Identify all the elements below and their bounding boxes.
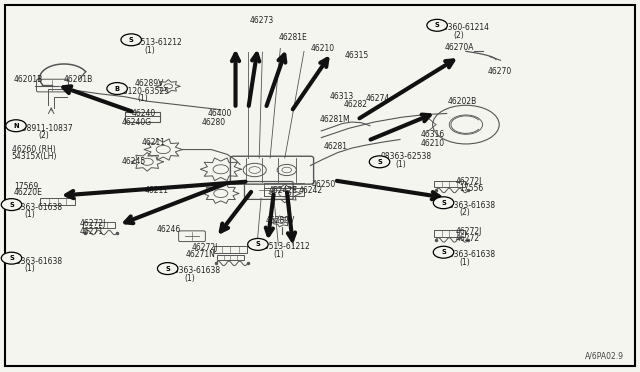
Circle shape xyxy=(107,83,127,94)
Text: 46272J: 46272J xyxy=(80,219,106,228)
Text: (1): (1) xyxy=(24,210,35,219)
Text: N: N xyxy=(13,123,19,129)
Text: 46202B: 46202B xyxy=(448,97,477,106)
Bar xyxy=(214,246,247,253)
Text: 46272J: 46272J xyxy=(456,177,482,186)
Text: 46271N: 46271N xyxy=(186,250,216,259)
Text: A/6PA02.9: A/6PA02.9 xyxy=(585,352,624,361)
Text: 46270A: 46270A xyxy=(445,43,474,52)
Text: 46270: 46270 xyxy=(488,67,512,76)
Text: 46211: 46211 xyxy=(145,186,169,195)
Text: (1): (1) xyxy=(144,46,155,55)
Bar xyxy=(434,181,465,187)
Text: S: S xyxy=(9,202,14,208)
Bar xyxy=(217,255,244,260)
Circle shape xyxy=(248,238,268,250)
Text: 46220E: 46220E xyxy=(14,188,43,197)
Text: (1): (1) xyxy=(24,264,35,273)
Bar xyxy=(83,222,115,228)
Text: 08363-61638: 08363-61638 xyxy=(445,250,496,259)
Circle shape xyxy=(433,246,454,258)
Text: 46260 (RH): 46260 (RH) xyxy=(12,145,55,154)
Text: 46242: 46242 xyxy=(299,186,323,195)
Circle shape xyxy=(1,199,22,211)
Circle shape xyxy=(369,156,390,168)
Text: 46246: 46246 xyxy=(157,225,181,234)
Text: 08363-61638: 08363-61638 xyxy=(12,203,63,212)
Text: 08513-61212: 08513-61212 xyxy=(131,38,182,47)
Text: (1): (1) xyxy=(396,160,406,169)
Text: 46210: 46210 xyxy=(311,44,335,53)
Text: 08363-61638: 08363-61638 xyxy=(445,201,496,210)
Text: 08363-62538: 08363-62538 xyxy=(381,153,432,161)
Text: 54315X(LH): 54315X(LH) xyxy=(12,153,57,161)
Text: 17556: 17556 xyxy=(460,184,484,193)
Text: 46272J: 46272J xyxy=(456,227,482,236)
Bar xyxy=(125,112,160,122)
Text: 46201B: 46201B xyxy=(64,76,93,84)
Text: (1): (1) xyxy=(138,94,148,103)
Text: 46271: 46271 xyxy=(80,227,104,236)
Text: 46316: 46316 xyxy=(421,130,445,139)
Text: 46273: 46273 xyxy=(250,16,274,25)
Bar xyxy=(264,188,304,196)
Text: 46313: 46313 xyxy=(330,92,354,101)
Circle shape xyxy=(433,197,454,209)
Text: 46210: 46210 xyxy=(421,139,445,148)
Text: S: S xyxy=(435,22,440,28)
Text: (2): (2) xyxy=(453,31,464,40)
Text: S: S xyxy=(441,249,446,255)
Text: 46289V: 46289V xyxy=(266,216,295,225)
Text: 46282: 46282 xyxy=(344,100,367,109)
Text: S: S xyxy=(9,255,14,261)
Text: S: S xyxy=(441,200,446,206)
Circle shape xyxy=(427,19,447,31)
Text: 08363-61638: 08363-61638 xyxy=(12,257,63,266)
Text: 08120-63525: 08120-63525 xyxy=(118,87,170,96)
Text: 46245: 46245 xyxy=(122,157,146,166)
Bar xyxy=(434,230,465,237)
Text: S: S xyxy=(165,266,170,272)
Text: 46272J: 46272J xyxy=(192,243,218,252)
Text: 46280: 46280 xyxy=(202,118,226,126)
Text: S: S xyxy=(255,241,260,247)
Text: S: S xyxy=(129,37,134,43)
Text: 46201B: 46201B xyxy=(14,76,44,84)
Text: 46281: 46281 xyxy=(324,142,348,151)
Text: 46281E: 46281E xyxy=(278,33,307,42)
Text: 46240: 46240 xyxy=(131,109,156,118)
Text: S: S xyxy=(377,159,382,165)
Text: 46315: 46315 xyxy=(344,51,369,60)
Text: 46211: 46211 xyxy=(142,138,166,147)
Text: 46272: 46272 xyxy=(456,234,480,243)
Text: N08911-10837: N08911-10837 xyxy=(16,124,72,133)
Text: (2): (2) xyxy=(38,131,49,140)
Text: (1): (1) xyxy=(460,258,470,267)
Text: B: B xyxy=(115,86,120,92)
Text: (2): (2) xyxy=(460,208,470,217)
Text: 46400: 46400 xyxy=(208,109,232,118)
Text: (1): (1) xyxy=(273,250,284,259)
Text: 46240G: 46240G xyxy=(122,118,152,126)
Text: 08360-61214: 08360-61214 xyxy=(438,23,490,32)
Text: 17569: 17569 xyxy=(14,182,38,190)
Circle shape xyxy=(157,263,178,275)
Text: 08363-61638: 08363-61638 xyxy=(170,266,221,275)
Text: 46250: 46250 xyxy=(312,180,336,189)
Text: 46242E: 46242E xyxy=(269,186,298,195)
Text: 46289V: 46289V xyxy=(134,79,164,88)
Text: 46281M: 46281M xyxy=(320,115,351,124)
Circle shape xyxy=(1,252,22,264)
Circle shape xyxy=(121,34,141,46)
Bar xyxy=(40,198,76,205)
Text: (1): (1) xyxy=(184,274,195,283)
Circle shape xyxy=(6,120,26,132)
Text: 46274: 46274 xyxy=(366,94,390,103)
Text: 08513-61212: 08513-61212 xyxy=(259,242,310,251)
